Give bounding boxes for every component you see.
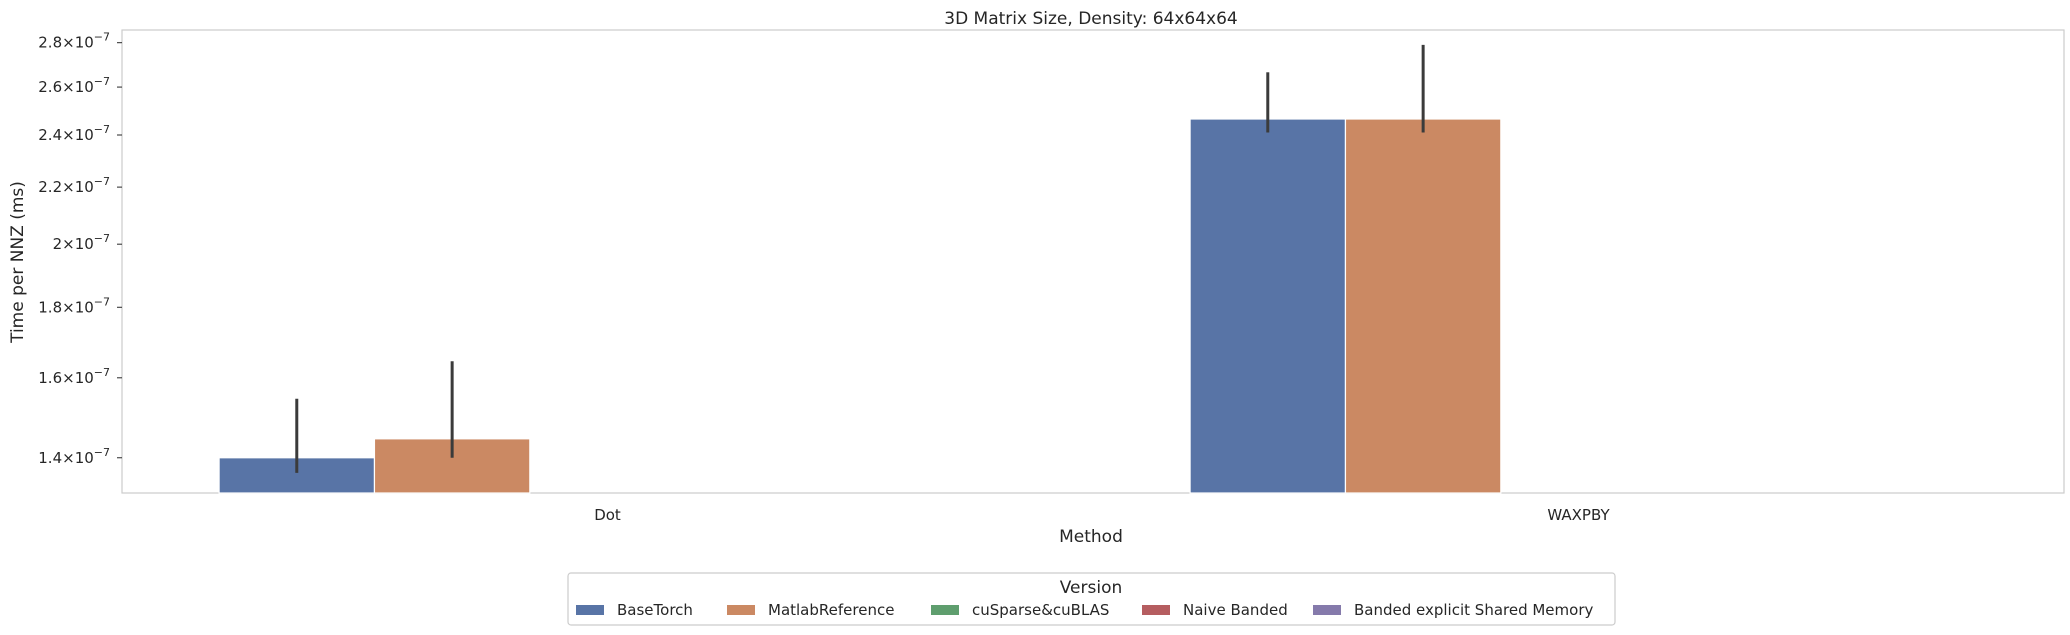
y-axis-label: Time per NNZ (ms) <box>8 181 28 344</box>
x-axis-label: Method <box>1059 527 1123 547</box>
legend-title: Version <box>1060 578 1123 598</box>
legend-label: BaseTorch <box>617 601 693 619</box>
y-tick-label: 1.4×10−7 <box>38 446 110 467</box>
legend-swatch <box>1313 605 1341 615</box>
y-tick-label: 2.6×10−7 <box>38 75 110 96</box>
y-tick-label: 2.8×10−7 <box>38 31 110 52</box>
y-axis-ticks: 1.4×10−7 1.6×10−7 1.8×10−7 2×10−7 2.2×10−7 2.… <box>38 31 122 467</box>
legend-swatch <box>931 605 959 615</box>
legend-swatch <box>1142 605 1170 615</box>
x-tick-label: Dot <box>594 506 621 524</box>
x-axis-ticks: Dot WAXPBY <box>594 506 1610 524</box>
legend-label: Banded explicit Shared Memory <box>1354 601 1593 619</box>
legend-label: Naive Banded <box>1183 601 1288 619</box>
chart-title: 3D Matrix Size, Density: 64x64x64 <box>944 9 1237 29</box>
legend: Version BaseTorch MatlabReference cuSparse… <box>567 572 1616 626</box>
y-tick-label: 2.2×10−7 <box>38 175 110 196</box>
bar-waxpby-1 <box>1344 118 1502 494</box>
legend-items: BaseTorch MatlabReference cuSparse&cuBLAS N… <box>576 601 1593 619</box>
bar-waxpby-0 <box>1189 118 1347 494</box>
plot-area <box>121 29 2065 494</box>
legend-swatch <box>727 605 755 615</box>
y-tick-label: 2×10−7 <box>53 232 110 253</box>
legend-label: cuSparse&cuBLAS <box>972 601 1109 619</box>
error-bars <box>295 44 1425 473</box>
legend-frame <box>567 572 1616 626</box>
legend-label: MatlabReference <box>768 601 894 619</box>
y-tick-label: 2.4×10−7 <box>38 123 110 144</box>
y-tick-label: 1.8×10−7 <box>38 295 110 316</box>
legend-swatch <box>576 605 604 615</box>
x-tick-label: WAXPBY <box>1547 506 1610 524</box>
y-tick-label: 1.6×10−7 <box>38 366 110 387</box>
